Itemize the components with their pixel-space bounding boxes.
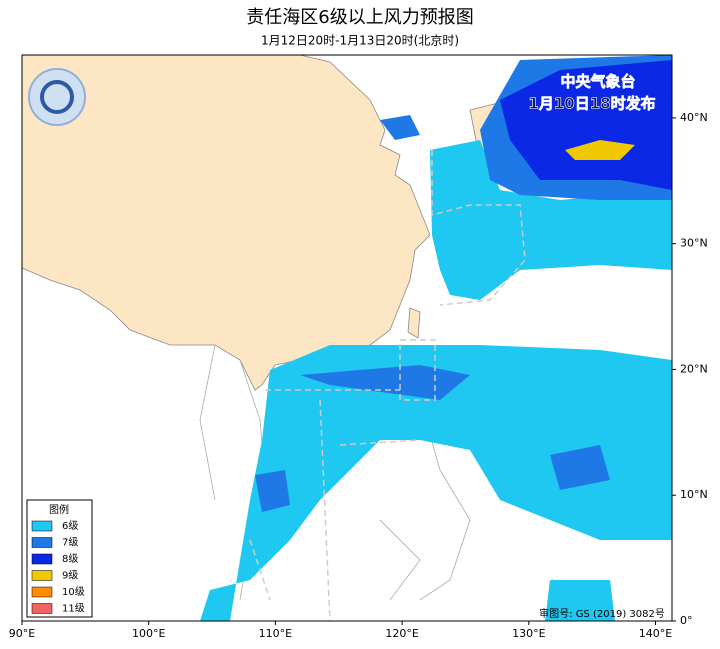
legend-swatch [31,603,53,614]
map-frame [21,54,673,622]
wind-zone-7 [300,365,470,400]
lat-tick-label: 40°N [680,111,708,124]
logo [28,68,86,126]
wind-zone-7 [550,445,610,490]
lat-tick-label: 10°N [680,488,708,501]
review-number: 审图号: GS (2019) 3082号 [539,607,665,620]
title: 责任海区6级以上风力预报图 [246,7,473,28]
wind-zone-7 [380,115,420,140]
lon-tick-label: 110°E [259,627,292,640]
publisher-name: 中央气象台 [560,73,635,91]
lon-tick-label: 130°E [512,627,545,640]
wind-zone-9 [565,140,635,160]
lon-tick-label: 100°E [132,627,165,640]
lon-tick-label: 140°E [639,627,672,640]
legend-label: 11级 [62,603,85,615]
lat-tick-label: 30°N [680,237,708,250]
lon-tick-label: 90°E [9,627,35,640]
legend-swatch [31,570,53,581]
wind-zone-8 [500,60,672,190]
sea-zone-boundary [249,150,526,622]
wind-zone-6 [200,345,672,621]
legend-label: 6级 [62,520,78,532]
legend-label: 8级 [62,553,78,565]
legend: 图例 6级 7级 8级 9级 10级 11级 [26,499,93,618]
subtitle: 1月12日20时-1月13日20时(北京时) [261,34,459,48]
lat-tick-label: 20°N [680,362,708,375]
legend-title: 图例 [49,503,69,516]
ticks: 90°E 100°E 110°E 120°E 130°E 140°E 0° 10°N 20°N 3… [9,111,708,640]
lon-tick-label: 120°E [385,627,418,640]
legend-swatch [31,586,53,598]
legend-label: 9级 [62,570,78,582]
map [21,54,673,622]
legend-swatch [31,520,53,532]
legend-label: 7级 [62,537,78,549]
wind-zone-7 [255,470,290,512]
taiwan [407,307,421,339]
wind-zone-6 [545,580,615,621]
legend-swatch [31,537,53,548]
china-land [21,54,431,391]
legend-swatch [31,553,53,565]
logo-mark [40,80,74,114]
legend-label: 10级 [62,586,85,598]
lat-tick-label: 0° [680,614,693,627]
publish-time: 1月10日18时发布 [528,95,655,113]
